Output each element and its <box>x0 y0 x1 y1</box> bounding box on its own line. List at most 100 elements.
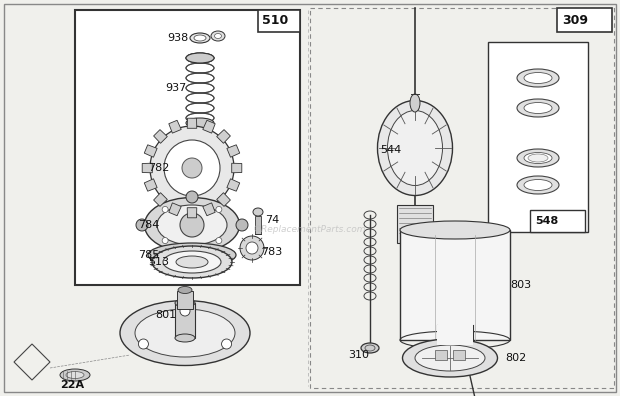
Ellipse shape <box>211 31 225 41</box>
Bar <box>488 42 588 232</box>
Circle shape <box>216 206 222 212</box>
Circle shape <box>221 339 231 349</box>
Ellipse shape <box>402 339 497 377</box>
Ellipse shape <box>135 309 235 357</box>
Ellipse shape <box>517 149 559 167</box>
Bar <box>310 8 614 388</box>
Text: 784: 784 <box>138 220 159 230</box>
Ellipse shape <box>524 103 552 114</box>
Text: 937: 937 <box>165 83 186 93</box>
Circle shape <box>164 140 220 196</box>
Bar <box>255 216 261 234</box>
Ellipse shape <box>157 205 227 245</box>
Bar <box>188 58 212 126</box>
Bar <box>400 230 510 340</box>
Bar <box>437 325 473 345</box>
Polygon shape <box>217 193 231 206</box>
Ellipse shape <box>517 176 559 194</box>
Polygon shape <box>227 179 240 191</box>
Ellipse shape <box>120 301 250 366</box>
Circle shape <box>162 206 168 212</box>
Text: 548: 548 <box>535 216 558 226</box>
Circle shape <box>150 126 234 210</box>
Ellipse shape <box>524 72 552 84</box>
Ellipse shape <box>517 69 559 87</box>
Ellipse shape <box>517 99 559 117</box>
Bar <box>258 10 300 32</box>
Circle shape <box>162 238 168 244</box>
Ellipse shape <box>388 110 443 185</box>
Ellipse shape <box>178 286 192 293</box>
Text: 785: 785 <box>138 250 159 260</box>
Polygon shape <box>227 145 240 157</box>
Polygon shape <box>154 129 167 143</box>
Text: 782: 782 <box>148 163 169 173</box>
Ellipse shape <box>528 154 548 162</box>
Ellipse shape <box>524 179 552 190</box>
Ellipse shape <box>365 345 375 351</box>
Ellipse shape <box>175 299 195 307</box>
Ellipse shape <box>194 35 206 41</box>
Polygon shape <box>144 179 157 191</box>
Ellipse shape <box>253 208 263 216</box>
Text: 310: 310 <box>348 350 369 360</box>
Ellipse shape <box>163 251 221 273</box>
Ellipse shape <box>176 256 208 268</box>
Text: 74: 74 <box>265 215 279 225</box>
Polygon shape <box>217 129 231 143</box>
Polygon shape <box>144 145 157 157</box>
Ellipse shape <box>144 198 239 253</box>
Ellipse shape <box>400 221 510 239</box>
Ellipse shape <box>152 246 232 278</box>
Circle shape <box>246 242 258 254</box>
Ellipse shape <box>148 243 236 267</box>
Ellipse shape <box>410 94 420 112</box>
Text: 803: 803 <box>510 280 531 290</box>
Circle shape <box>216 238 222 244</box>
Text: ©ReplacementParts.com: ©ReplacementParts.com <box>253 225 367 234</box>
Bar <box>175 303 195 338</box>
Polygon shape <box>187 208 197 218</box>
Text: 544: 544 <box>380 145 401 155</box>
Polygon shape <box>154 193 167 206</box>
Polygon shape <box>203 203 215 216</box>
Ellipse shape <box>186 118 214 128</box>
Text: 22A: 22A <box>60 380 84 390</box>
Text: 510: 510 <box>262 15 288 27</box>
Circle shape <box>240 236 264 260</box>
Ellipse shape <box>415 345 485 371</box>
Polygon shape <box>14 344 50 380</box>
Circle shape <box>138 339 148 349</box>
Circle shape <box>186 247 198 259</box>
Polygon shape <box>169 120 181 133</box>
Ellipse shape <box>186 53 214 63</box>
Circle shape <box>186 191 198 203</box>
Ellipse shape <box>378 101 453 196</box>
Ellipse shape <box>66 371 84 379</box>
Bar <box>435 350 447 360</box>
Circle shape <box>180 213 204 237</box>
Polygon shape <box>203 120 215 133</box>
Bar <box>557 8 612 32</box>
Text: 783: 783 <box>261 247 282 257</box>
Text: 802: 802 <box>505 353 526 363</box>
Bar <box>530 210 585 232</box>
Bar <box>75 10 300 285</box>
Ellipse shape <box>215 34 221 38</box>
Text: 309: 309 <box>562 13 588 27</box>
Ellipse shape <box>190 33 210 43</box>
Circle shape <box>182 158 202 178</box>
Polygon shape <box>187 118 197 128</box>
Ellipse shape <box>175 334 195 342</box>
Bar <box>453 350 465 360</box>
Circle shape <box>136 219 148 231</box>
Ellipse shape <box>524 152 552 164</box>
Polygon shape <box>232 163 242 173</box>
Polygon shape <box>142 163 153 173</box>
Bar <box>177 291 193 309</box>
Text: 938: 938 <box>167 33 188 43</box>
Polygon shape <box>169 203 181 216</box>
Circle shape <box>236 219 248 231</box>
Ellipse shape <box>159 247 224 263</box>
Circle shape <box>180 306 190 316</box>
